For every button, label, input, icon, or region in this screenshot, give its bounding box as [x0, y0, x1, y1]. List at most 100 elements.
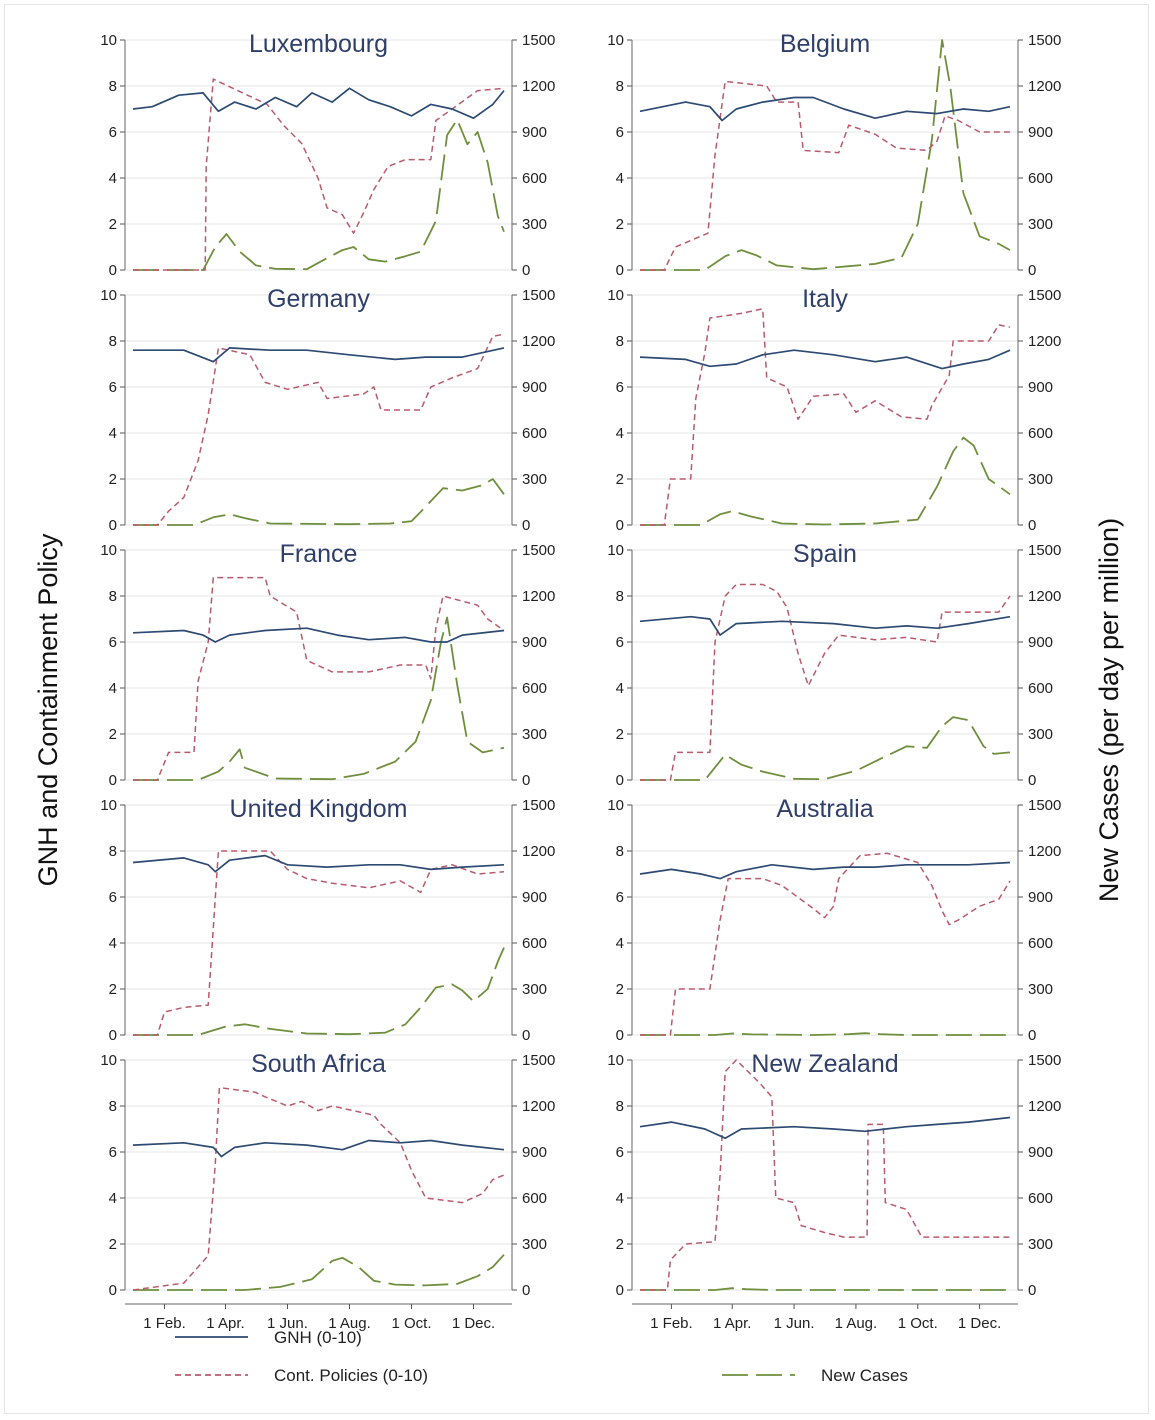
y-left-tick-label: 6: [616, 379, 624, 396]
series-new-cases: [640, 39, 1011, 271]
y-right-tick-label: 0: [522, 1027, 530, 1044]
y-right-tick-label: 300: [522, 1236, 547, 1253]
panel-title: New Zealand: [751, 1050, 898, 1078]
x-tick-label: 1 Aug.: [328, 1315, 371, 1332]
y-right-tick-label: 600: [522, 935, 547, 952]
panel-luxembourg: 0 2 4 6 8 10 0 300 600 900 1200 1500 Luxembourg: [100, 30, 555, 279]
y-right-tick-label: 300: [1028, 216, 1053, 233]
series-new-cases: [133, 947, 505, 1036]
y-left-tick-label: 2: [109, 216, 117, 233]
y-left-tick-label: 6: [109, 379, 117, 396]
x-tick-label: 1 Feb.: [143, 1315, 186, 1332]
panel-title: France: [280, 540, 358, 568]
y-right-tick-label: 900: [1028, 124, 1053, 141]
y-left-tick-label: 4: [109, 1190, 117, 1207]
panel-italy: 0 2 4 6 8 10 0 300 600 900 1200 1500 Italy: [607, 285, 1061, 534]
y-left-tick-label: 2: [109, 726, 117, 743]
y-right-tick-label: 600: [1028, 1190, 1053, 1207]
y-left-tick-label: 0: [616, 262, 624, 279]
y-right-tick-label: 900: [522, 634, 547, 651]
series-cont-policies: [133, 333, 505, 526]
y-left-tick-label: 6: [616, 1144, 624, 1161]
x-tick-label: 1 Apr.: [713, 1315, 751, 1332]
y-left-tick-label: 0: [109, 1282, 117, 1299]
y-left-tick-label: 2: [616, 216, 624, 233]
y-left-tick-label: 2: [109, 471, 117, 488]
y-left-tick-label: 0: [616, 1282, 624, 1299]
y-right-tick-label: 900: [1028, 1144, 1053, 1161]
y-right-tick-label: 600: [522, 170, 547, 187]
y-right-tick-label: 900: [522, 124, 547, 141]
y-right-tick-label: 300: [1028, 726, 1053, 743]
y-left-tick-label: 6: [109, 889, 117, 906]
y-left-tick-label: 10: [607, 542, 624, 559]
y-right-tick-label: 600: [1028, 935, 1053, 952]
panel-belgium: 0 2 4 6 8 10 0 300 600 900 1200 1500 Belgium: [607, 30, 1061, 279]
panel-title: Luxembourg: [249, 30, 388, 58]
y-right-tick-label: 300: [522, 981, 547, 998]
y-right-tick-label: 1500: [1028, 542, 1061, 559]
y-right-tick-label: 600: [1028, 680, 1053, 697]
y-left-tick-label: 6: [109, 1144, 117, 1161]
y-left-tick-label: 8: [616, 843, 624, 860]
y-left-tick-label: 10: [607, 32, 624, 49]
y-right-tick-label: 0: [1028, 262, 1036, 279]
y-left-tick-label: 8: [616, 588, 624, 605]
y-right-tick-label: 0: [1028, 517, 1036, 534]
series-gnh: [639, 1116, 1011, 1140]
series-gnh: [639, 861, 1011, 880]
panel-title: United Kingdom: [230, 795, 408, 823]
y-right-tick-label: 900: [1028, 634, 1053, 651]
y-left-tick-label: 10: [100, 32, 117, 49]
y-right-tick-label: 1200: [522, 78, 555, 95]
y-right-tick-label: 300: [1028, 981, 1053, 998]
y-right-tick-label: 1200: [522, 843, 555, 860]
y-left-tick-label: 10: [100, 287, 117, 304]
y-right-tick-label: 0: [1028, 772, 1036, 789]
y-right-tick-label: 600: [1028, 170, 1053, 187]
y-right-tick-label: 1500: [522, 1052, 555, 1069]
x-tick-label: 1 Aug.: [835, 1315, 878, 1332]
panel-south-africa: 0 2 4 6 8 10 0 300 600 900 1200 1500 South Africa 1 F…: [100, 1050, 555, 1332]
legend-label: New Cases: [821, 1366, 908, 1385]
panel-title: Germany: [267, 285, 370, 313]
y-right-tick-label: 0: [1028, 1027, 1036, 1044]
y-left-tick-label: 4: [616, 935, 624, 952]
series-gnh: [132, 1139, 505, 1158]
y-left-tick-label: 6: [109, 124, 117, 141]
panel-united-kingdom: 0 2 4 6 8 10 0 300 600 900 1200 1500 United Kingdom: [100, 795, 555, 1044]
x-tick-label: 1 Dec.: [452, 1315, 495, 1332]
y-right-tick-label: 0: [522, 262, 530, 279]
y-left-tick-label: 8: [109, 333, 117, 350]
series-cont-policies: [640, 852, 1011, 1036]
y-left-tick-label: 0: [109, 772, 117, 789]
x-tick-label: 1 Jun.: [774, 1315, 815, 1332]
y-left-tick-label: 6: [109, 634, 117, 651]
panel-germany: 0 2 4 6 8 10 0 300 600 900 1200 1500 Germany: [100, 285, 555, 534]
series-cont-policies: [133, 576, 505, 781]
panel-title: Australia: [776, 795, 873, 823]
y-right-tick-label: 300: [1028, 471, 1053, 488]
y-right-tick-label: 1500: [1028, 1052, 1061, 1069]
legend-item: GNH (0-10): [175, 1328, 362, 1347]
series-gnh: [639, 615, 1011, 636]
y-right-tick-label: 0: [522, 1282, 530, 1299]
panel-australia: 0 2 4 6 8 10 0 300 600 900 1200 1500 Australia: [607, 795, 1061, 1044]
y-right-tick-label: 600: [522, 425, 547, 442]
series-new-cases: [640, 1032, 1010, 1036]
y-right-tick-label: 1200: [1028, 588, 1061, 605]
series-cont-policies: [133, 850, 505, 1036]
series-gnh: [132, 627, 505, 643]
y-left-tick-label: 6: [616, 889, 624, 906]
y-right-tick-label: 600: [1028, 425, 1053, 442]
series-gnh: [132, 87, 505, 120]
y-right-tick-label: 1500: [522, 287, 555, 304]
series-new-cases: [133, 118, 505, 271]
y-left-tick-label: 2: [616, 471, 624, 488]
y-axis-right-label: New Cases (per day per million): [1094, 518, 1124, 902]
y-right-tick-label: 1200: [1028, 78, 1061, 95]
y-left-tick-label: 10: [607, 287, 624, 304]
series-new-cases: [640, 716, 1011, 781]
figure-frame: [4, 4, 1149, 1414]
panel-new-zealand: 0 2 4 6 8 10 0 300 600 900 1200 1500 New Zealand 1 Fe…: [607, 1050, 1061, 1332]
